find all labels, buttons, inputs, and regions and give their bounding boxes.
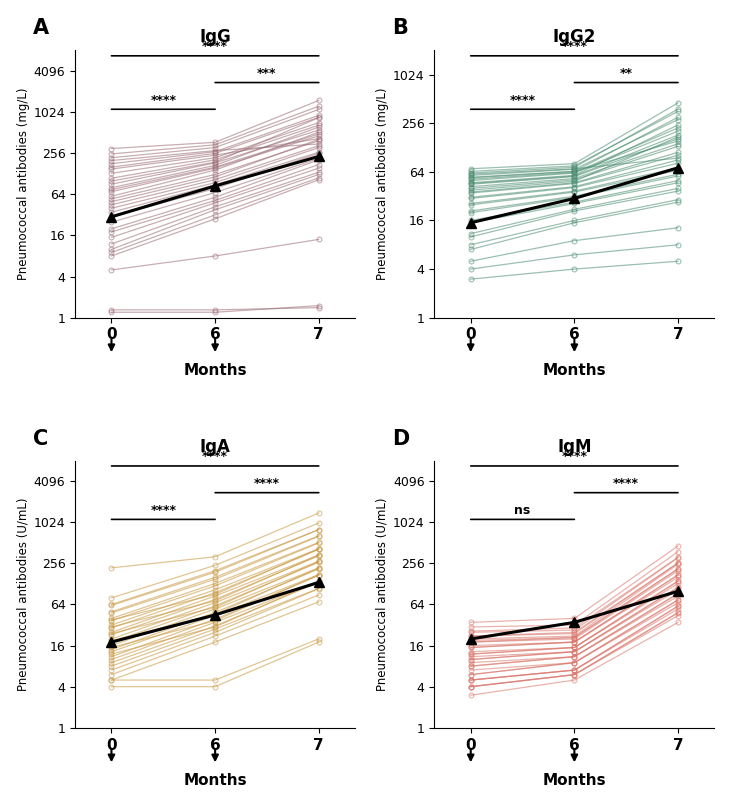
Text: ****: **** bbox=[613, 477, 639, 490]
Text: ****: **** bbox=[202, 40, 228, 53]
Text: A: A bbox=[33, 19, 49, 39]
Text: ****: **** bbox=[561, 450, 588, 464]
Title: IgG: IgG bbox=[200, 28, 231, 46]
Text: ****: **** bbox=[254, 477, 280, 490]
X-axis label: Months: Months bbox=[183, 774, 247, 788]
Text: ****: **** bbox=[510, 93, 536, 106]
Y-axis label: Pneumococcal antibodies (mg/L): Pneumococcal antibodies (mg/L) bbox=[376, 88, 389, 280]
X-axis label: Months: Months bbox=[542, 774, 606, 788]
Y-axis label: Pneumococcal antibodies (U/mL): Pneumococcal antibodies (U/mL) bbox=[376, 497, 389, 691]
Text: ****: **** bbox=[202, 450, 228, 464]
X-axis label: Months: Months bbox=[542, 363, 606, 378]
Text: ****: **** bbox=[151, 504, 176, 517]
Text: ****: **** bbox=[151, 93, 176, 106]
Text: ****: **** bbox=[561, 40, 588, 53]
Y-axis label: Pneumococcal antibodies (U/mL): Pneumococcal antibodies (U/mL) bbox=[17, 497, 30, 691]
Text: **: ** bbox=[620, 67, 633, 80]
X-axis label: Months: Months bbox=[183, 363, 247, 378]
Text: B: B bbox=[393, 19, 409, 39]
Title: IgA: IgA bbox=[200, 438, 230, 456]
Title: IgG2: IgG2 bbox=[553, 28, 596, 46]
Text: ns: ns bbox=[515, 504, 531, 517]
Text: D: D bbox=[393, 428, 409, 448]
Title: IgM: IgM bbox=[557, 438, 591, 456]
Y-axis label: Pneumococcal antibodies (mg/L): Pneumococcal antibodies (mg/L) bbox=[17, 88, 30, 280]
Text: ***: *** bbox=[257, 67, 277, 80]
Text: C: C bbox=[33, 428, 48, 448]
